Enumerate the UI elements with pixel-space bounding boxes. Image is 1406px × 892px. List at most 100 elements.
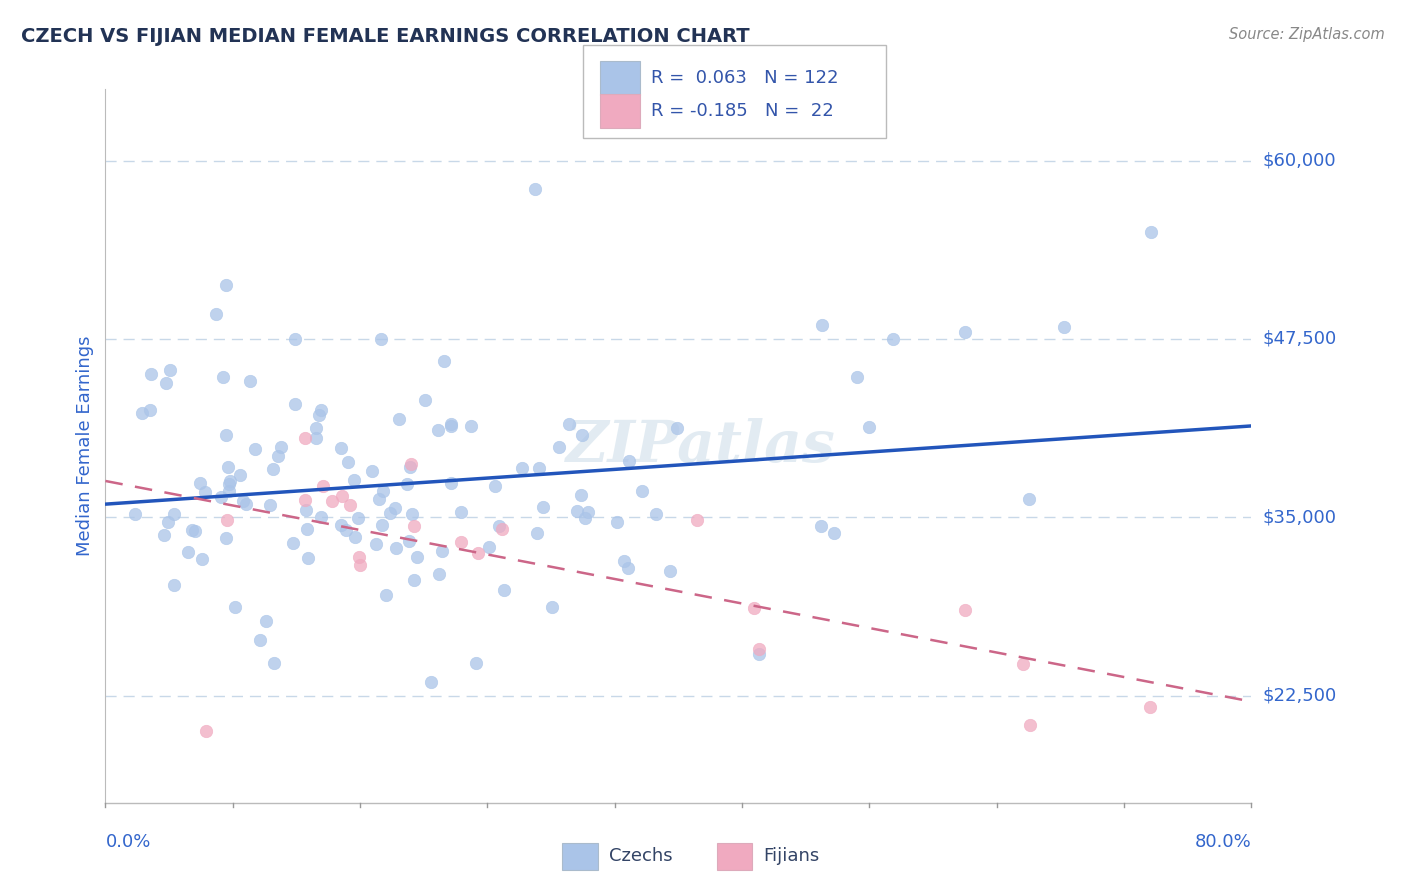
- Text: 0.0%: 0.0%: [105, 833, 150, 851]
- Point: [467, 546, 489, 560]
- Point: [617, 454, 640, 468]
- Text: Czechs: Czechs: [609, 847, 672, 865]
- Point: [524, 182, 547, 196]
- Point: [194, 724, 217, 739]
- Point: [284, 397, 307, 411]
- Point: [1140, 225, 1163, 239]
- Text: $35,000: $35,000: [1263, 508, 1337, 526]
- Text: R =  0.063   N = 122: R = 0.063 N = 122: [651, 69, 838, 87]
- Point: [371, 517, 394, 532]
- Point: [858, 419, 880, 434]
- Point: [450, 534, 472, 549]
- Point: [155, 376, 177, 390]
- Point: [401, 507, 423, 521]
- Text: $47,500: $47,500: [1263, 330, 1337, 348]
- Point: [406, 549, 429, 564]
- Point: [163, 578, 186, 592]
- Point: [239, 374, 262, 388]
- Y-axis label: Median Female Earnings: Median Female Earnings: [76, 335, 94, 557]
- Point: [440, 419, 463, 434]
- Point: [478, 540, 501, 554]
- Point: [205, 307, 228, 321]
- Point: [330, 489, 353, 503]
- Point: [846, 370, 869, 384]
- Point: [491, 522, 513, 536]
- Point: [329, 442, 352, 456]
- Point: [547, 440, 569, 454]
- Point: [686, 513, 709, 527]
- Point: [571, 428, 593, 442]
- Point: [330, 518, 353, 533]
- Point: [343, 473, 366, 487]
- Point: [465, 656, 488, 670]
- Point: [659, 565, 682, 579]
- Point: [209, 490, 232, 504]
- Text: Fijians: Fijians: [763, 847, 820, 865]
- Point: [294, 493, 316, 508]
- Point: [163, 507, 186, 521]
- Point: [215, 531, 238, 545]
- Point: [297, 550, 319, 565]
- Point: [432, 354, 454, 368]
- Point: [432, 544, 454, 558]
- Point: [576, 505, 599, 519]
- Point: [527, 461, 550, 475]
- Point: [218, 483, 240, 498]
- Point: [1019, 718, 1042, 732]
- Point: [212, 370, 235, 384]
- Point: [374, 588, 396, 602]
- Point: [373, 484, 395, 499]
- Text: $22,500: $22,500: [1263, 687, 1337, 705]
- Text: Source: ZipAtlas.com: Source: ZipAtlas.com: [1229, 27, 1385, 42]
- Point: [420, 675, 443, 690]
- Point: [569, 488, 592, 502]
- Point: [217, 513, 239, 527]
- Point: [427, 423, 450, 437]
- Point: [284, 332, 307, 346]
- Point: [218, 474, 240, 488]
- Point: [131, 406, 153, 420]
- Point: [440, 475, 463, 490]
- Point: [224, 600, 246, 615]
- Point: [384, 501, 406, 516]
- Point: [321, 494, 343, 508]
- Point: [235, 497, 257, 511]
- Point: [124, 507, 146, 521]
- Point: [308, 408, 330, 422]
- Point: [368, 492, 391, 507]
- Point: [337, 455, 360, 469]
- Point: [214, 427, 236, 442]
- Point: [574, 511, 596, 525]
- Point: [229, 467, 252, 482]
- Point: [347, 511, 370, 525]
- Point: [631, 483, 654, 498]
- Point: [413, 393, 436, 408]
- Point: [616, 561, 638, 575]
- Point: [488, 518, 510, 533]
- Point: [159, 363, 181, 377]
- Point: [882, 332, 904, 346]
- Point: [748, 648, 770, 662]
- Point: [311, 478, 333, 492]
- Point: [349, 558, 371, 572]
- Point: [304, 431, 326, 445]
- Point: [404, 518, 426, 533]
- Point: [1139, 700, 1161, 714]
- Point: [810, 318, 832, 332]
- Point: [399, 460, 422, 475]
- Point: [157, 515, 180, 529]
- Point: [309, 509, 332, 524]
- Point: [492, 583, 515, 598]
- Point: [215, 277, 238, 292]
- Point: [232, 493, 254, 508]
- Text: ZIPatlas: ZIPatlas: [567, 417, 837, 475]
- Point: [249, 633, 271, 648]
- Point: [256, 614, 278, 628]
- Point: [398, 534, 420, 549]
- Point: [744, 601, 766, 615]
- Point: [191, 552, 214, 566]
- Text: $60,000: $60,000: [1263, 152, 1336, 169]
- Point: [401, 457, 423, 471]
- Point: [402, 573, 425, 587]
- Point: [380, 506, 402, 520]
